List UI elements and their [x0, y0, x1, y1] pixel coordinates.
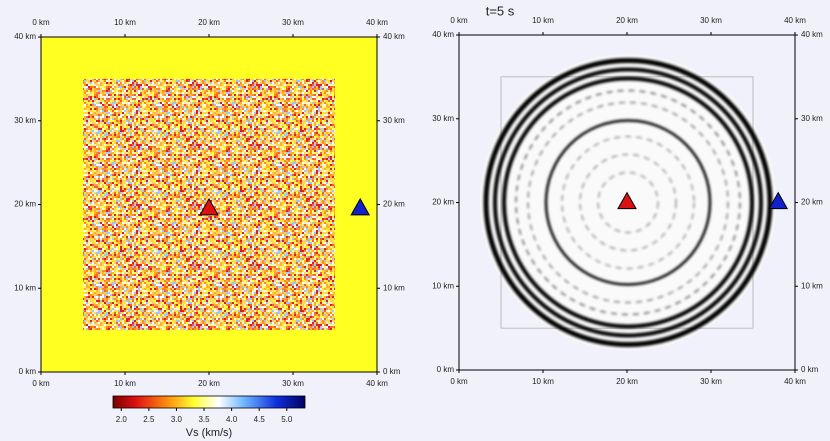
x-tick-label: 30 km [700, 16, 722, 25]
x-tick-label: 20 km [616, 16, 638, 25]
x-tick-label: 20 km [198, 379, 220, 388]
colorbar-tick-label: 2.5 [143, 415, 155, 424]
wave-ring [579, 154, 677, 251]
x-tick-label: 40 km [366, 18, 388, 27]
colorbar-tick-label: 3.5 [198, 415, 210, 424]
y-tick-label: 0 km [19, 367, 37, 376]
colorbar-tick-label: 4.5 [254, 415, 266, 424]
x-tick-label: 30 km [282, 379, 304, 388]
y-tick-label: 20 km [14, 200, 36, 209]
station-marker [350, 197, 371, 216]
station-marker [199, 197, 219, 216]
x-tick-label: 20 km [198, 18, 220, 27]
wave-ring [597, 172, 659, 233]
x-tick-label: 30 km [700, 377, 722, 386]
y-tick-label: 20 km [383, 200, 405, 209]
wave-ring [515, 89, 741, 316]
x-tick-label: 0 km [32, 379, 50, 388]
wave-ring [561, 136, 695, 269]
colorbar-tick-label: 2.0 [116, 415, 128, 424]
x-tick-label: 0 km [32, 18, 50, 27]
x-tick-label: 40 km [784, 16, 806, 25]
x-tick-label: 10 km [532, 377, 554, 386]
x-tick-label: 30 km [282, 18, 304, 27]
colorbar-tick-label: 4.0 [226, 415, 238, 424]
y-tick-label: 40 km [383, 32, 405, 41]
station-marker [768, 191, 789, 210]
colorbar-tick-label: 3.0 [171, 415, 183, 424]
x-tick-label: 0 km [450, 377, 468, 386]
y-tick-label: 0 km [383, 367, 401, 376]
colorbar-tick-label: 5.0 [281, 415, 293, 424]
y-tick-label: 10 km [432, 281, 454, 290]
y-tick-label: 0 km [437, 365, 455, 374]
y-tick-label: 20 km [432, 198, 454, 207]
panel-title: t=5 s [486, 3, 515, 18]
wave-ring [527, 101, 729, 304]
x-tick-label: 40 km [366, 379, 388, 388]
x-tick-label: 40 km [784, 377, 806, 386]
wave-ring [493, 67, 763, 338]
y-tick-label: 30 km [383, 116, 405, 125]
y-tick-label: 40 km [14, 32, 36, 41]
y-tick-label: 10 km [801, 281, 823, 290]
y-tick-label: 30 km [432, 114, 454, 123]
x-tick-label: 10 km [114, 18, 136, 27]
colorbar [112, 395, 306, 409]
y-tick-label: 10 km [383, 283, 405, 292]
wave-ring [483, 58, 773, 347]
x-tick-label: 20 km [616, 377, 638, 386]
station-marker [617, 191, 637, 210]
wave-rings [483, 58, 773, 347]
y-tick-label: 20 km [801, 198, 823, 207]
x-tick-label: 10 km [114, 379, 136, 388]
y-tick-label: 30 km [14, 116, 36, 125]
y-tick-label: 40 km [432, 30, 454, 39]
y-tick-label: 30 km [801, 114, 823, 123]
x-tick-label: 10 km [532, 16, 554, 25]
y-tick-label: 40 km [801, 30, 823, 39]
wave-ring [502, 76, 754, 329]
x-tick-label: 0 km [450, 16, 468, 25]
y-tick-label: 10 km [14, 283, 36, 292]
y-tick-label: 0 km [801, 365, 819, 374]
colorbar-label: Vs (km/s) [186, 427, 232, 439]
wave-ring [544, 119, 712, 286]
